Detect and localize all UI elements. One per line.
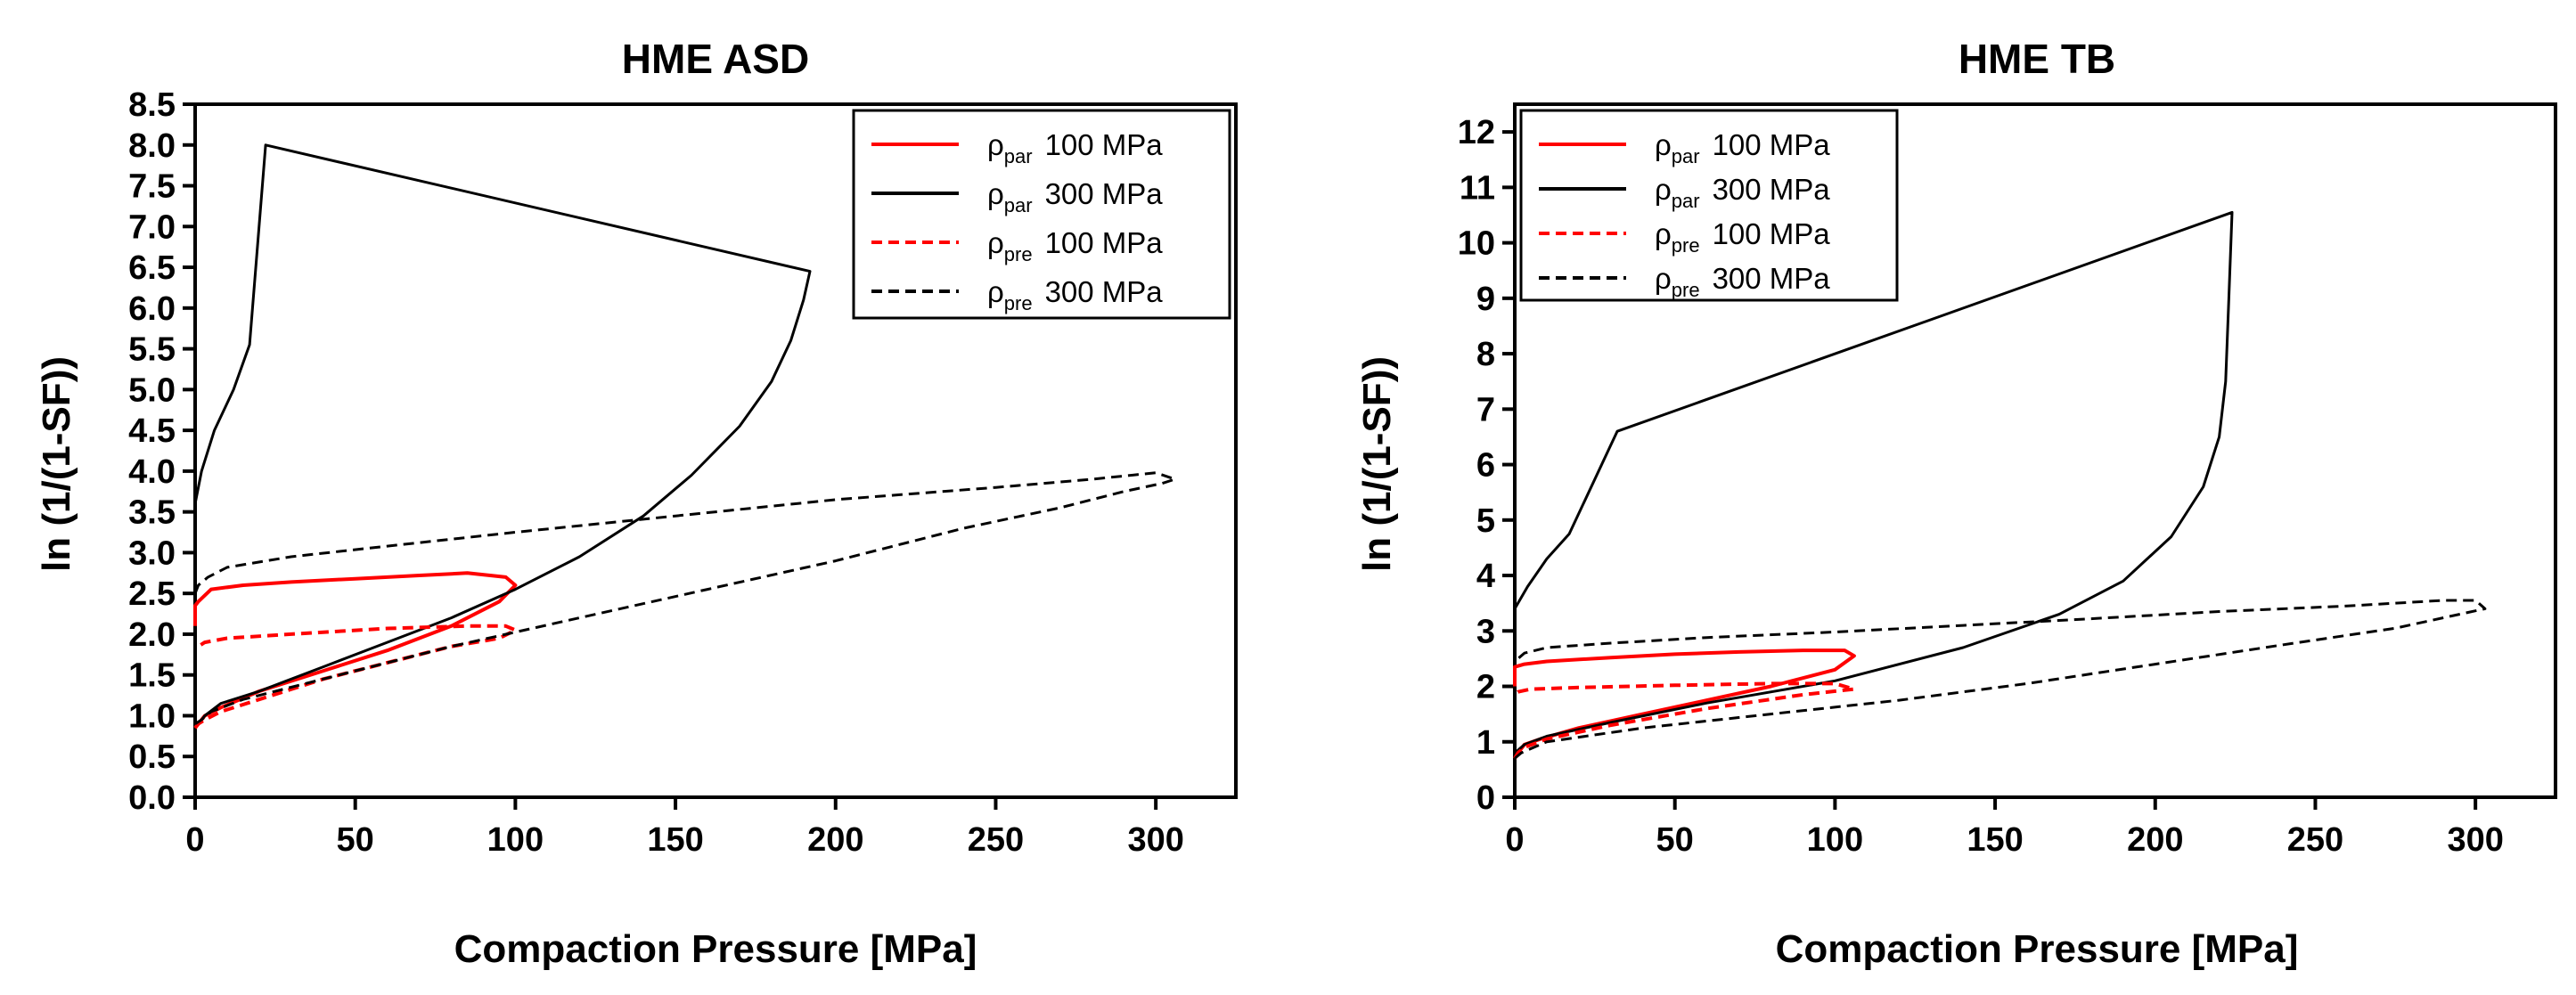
- legend-subscript: pre: [1004, 292, 1033, 314]
- legend-entry-label: ρpar 300 MPa: [1655, 173, 1830, 212]
- chart-title: HME ASD: [622, 36, 809, 82]
- series-layer: [1513, 210, 2487, 760]
- y-tick-label: 6.5: [128, 249, 176, 287]
- y-tick-label: 8.0: [128, 127, 176, 165]
- legend-entry-label: ρpre 300 MPa: [1655, 262, 1830, 301]
- y-tick-label: 7.5: [128, 168, 176, 206]
- x-tick-label: 250: [2287, 821, 2343, 859]
- y-tick-label: 7.0: [128, 208, 176, 246]
- x-tick-label: 50: [1656, 821, 1694, 859]
- legend-symbol: ρ: [987, 128, 1004, 161]
- legend-subscript: par: [1672, 190, 1700, 212]
- y-tick-label: 8: [1476, 336, 1495, 373]
- y-tick-label: 1: [1476, 724, 1495, 762]
- legend-entry-label: ρpre 100 MPa: [1655, 217, 1830, 257]
- legend-symbol: ρ: [1655, 262, 1672, 295]
- y-tick-label: 0.0: [128, 779, 176, 817]
- y-tick-label: 2: [1476, 669, 1495, 706]
- legend-entry-label: ρpar 300 MPa: [987, 177, 1163, 216]
- legend-suffix: 100 MPa: [1713, 128, 1831, 161]
- legend-symbol: ρ: [987, 177, 1004, 210]
- legend-suffix: 300 MPa: [1045, 177, 1164, 210]
- y-tick-label: 5: [1476, 502, 1495, 540]
- series-layer: [193, 143, 1177, 730]
- x-tick-label: 300: [2447, 821, 2503, 859]
- x-tick-label: 200: [2127, 821, 2183, 859]
- legend-subscript: par: [1672, 145, 1700, 167]
- legend-symbol: ρ: [987, 275, 1004, 308]
- y-tick-label: 12: [1458, 114, 1495, 151]
- legend-subscript: pre: [1672, 279, 1700, 301]
- legend-box: [1519, 109, 1899, 302]
- y-tick-label: 5.0: [128, 371, 176, 409]
- y-tick-label: 6: [1476, 447, 1495, 485]
- y-tick-label: 5.5: [128, 331, 176, 369]
- legend-subscript: par: [1004, 194, 1033, 216]
- y-tick-label: 3.0: [128, 534, 176, 572]
- axis-ticks: 0 50 100 150 200 250 3000.00.51.01.52.02.53.03…: [128, 86, 1184, 859]
- y-tick-label: 4.0: [128, 453, 176, 491]
- y-tick-label: 0: [1476, 779, 1495, 817]
- legend-entry-label: ρpre 300 MPa: [987, 275, 1163, 314]
- y-tick-label: 7: [1476, 391, 1495, 428]
- legend-entry-label: ρpre 100 MPa: [987, 226, 1163, 265]
- x-tick-label: 0: [185, 821, 204, 859]
- y-tick-label: 10: [1458, 225, 1495, 263]
- y-tick-label: 3: [1476, 613, 1495, 650]
- series-line-pre-100: [1513, 681, 1856, 760]
- legend-subscript: par: [1004, 145, 1033, 167]
- y-tick-label: 0.5: [128, 738, 176, 776]
- legend-symbol: ρ: [987, 226, 1004, 259]
- chart-hme-asd: HME ASD Compaction Pressure [MPa] ln (1/…: [35, 36, 1238, 971]
- y-tick-label: 4: [1476, 558, 1495, 595]
- legend-subscript: pre: [1004, 243, 1033, 265]
- chart-title: HME TB: [1959, 36, 2115, 82]
- legend-symbol: ρ: [1655, 173, 1672, 206]
- legend-suffix: 100 MPa: [1713, 217, 1831, 250]
- legend-entry-label: ρpar 100 MPa: [1655, 128, 1830, 167]
- y-tick-label: 11: [1460, 169, 1495, 207]
- x-tick-label: 300: [1127, 821, 1183, 859]
- y-tick-label: 1.5: [128, 657, 176, 695]
- y-tick-label: 2.0: [128, 616, 176, 654]
- x-tick-label: 200: [807, 821, 863, 859]
- y-tick-label: 1.0: [128, 697, 176, 735]
- x-axis-label: Compaction Pressure [MPa]: [454, 927, 977, 971]
- legend-symbol: ρ: [1655, 128, 1672, 161]
- legend-suffix: 300 MPa: [1713, 262, 1831, 295]
- x-tick-label: 0: [1505, 821, 1524, 859]
- x-tick-label: 50: [337, 821, 374, 859]
- x-tick-label: 150: [647, 821, 703, 859]
- y-tick-label: 2.5: [128, 575, 176, 613]
- y-tick-label: 9: [1476, 281, 1495, 318]
- y-tick-label: 6.0: [128, 290, 176, 328]
- y-tick-label: 8.5: [128, 86, 176, 124]
- y-axis-label: ln (1/(1-SF)): [1355, 356, 1399, 572]
- series-line-par-300: [193, 143, 812, 730]
- x-tick-label: 100: [487, 821, 544, 859]
- x-tick-label: 100: [1807, 821, 1863, 859]
- x-tick-label: 150: [1967, 821, 2023, 859]
- legend-entry-label: ρpar 100 MPa: [987, 128, 1163, 167]
- series-line-pre-300: [1514, 599, 2487, 760]
- y-axis-label: ln (1/(1-SF)): [35, 356, 78, 572]
- legend-suffix: 100 MPa: [1045, 226, 1164, 259]
- legend-box: [852, 109, 1231, 320]
- series-line-pre-300: [193, 471, 1177, 725]
- series-line-par-300: [1513, 210, 2234, 757]
- legend-suffix: 300 MPa: [1713, 173, 1831, 206]
- y-tick-label: 3.5: [128, 494, 176, 532]
- x-axis-label: Compaction Pressure [MPa]: [1776, 927, 2299, 971]
- legend-subscript: pre: [1672, 234, 1700, 257]
- legend-suffix: 100 MPa: [1045, 128, 1164, 161]
- legend-suffix: 300 MPa: [1045, 275, 1164, 308]
- legend-symbol: ρ: [1655, 217, 1672, 250]
- chart-hme-tb: HME TB Compaction Pressure [MPa] ln (1/(…: [1355, 36, 2557, 971]
- x-tick-label: 250: [968, 821, 1024, 859]
- y-tick-label: 4.5: [128, 412, 176, 450]
